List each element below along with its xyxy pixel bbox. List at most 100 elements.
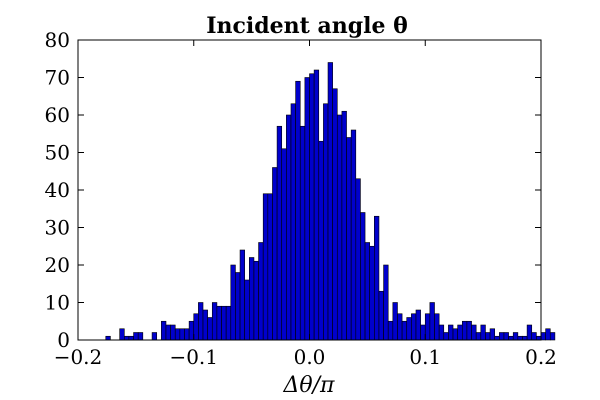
x-tick-label: 0.1: [409, 345, 441, 369]
histogram-bar: [253, 260, 259, 341]
histogram-bar: [207, 317, 213, 341]
histogram-bar: [392, 302, 398, 341]
y-tick-label: 70: [45, 66, 70, 90]
histogram-bar: [536, 335, 542, 341]
histogram-bar: [424, 313, 431, 341]
histogram-bar: [434, 313, 440, 341]
histogram-bar: [165, 324, 171, 341]
y-tick-label: 20: [45, 253, 70, 277]
histogram-bar: [387, 320, 394, 341]
y-tick-label: 30: [45, 216, 70, 240]
histogram-bar: [170, 324, 176, 341]
histogram-bar: [262, 193, 269, 341]
histogram-bar: [249, 257, 255, 341]
histogram-bar: [267, 193, 273, 341]
histogram-bar: [355, 178, 361, 341]
histogram-bar: [503, 332, 509, 341]
y-tick-label: 80: [45, 28, 70, 52]
histogram-bar: [105, 335, 111, 341]
histogram-bar: [221, 305, 227, 341]
histogram-bar: [198, 302, 204, 341]
histogram-bar: [276, 125, 283, 341]
y-tick-label: 50: [45, 141, 70, 165]
histogram-bar: [499, 332, 505, 341]
x-tick-label: −0.2: [54, 345, 103, 369]
histogram-bar: [401, 320, 408, 341]
x-tick-label: −0.1: [169, 345, 218, 369]
histogram-bar: [188, 320, 195, 341]
histogram-bar: [346, 137, 352, 341]
histogram-bar: [128, 335, 134, 341]
y-tick-label: 10: [45, 291, 70, 315]
histogram-bar: [411, 313, 417, 341]
histogram-bar: [508, 335, 514, 341]
histogram-bar: [531, 332, 537, 341]
histogram-bar: [133, 332, 139, 341]
histogram-bar: [151, 332, 158, 341]
chart-title: Incident angle θ: [206, 13, 408, 39]
histogram-bar: [313, 69, 320, 341]
histogram-bar: [318, 140, 324, 341]
histogram-bar: [244, 279, 250, 341]
histogram-bar: [540, 332, 546, 341]
histogram-bar: [184, 328, 190, 341]
histogram-bar: [360, 212, 366, 341]
histogram-bar: [420, 324, 426, 341]
histogram-bar: [545, 328, 551, 341]
histogram-bar: [489, 328, 496, 341]
histogram-bar: [202, 309, 208, 341]
histogram-bar: [336, 114, 343, 341]
histogram-bar: [471, 324, 477, 341]
histogram-bar: [364, 242, 370, 341]
histogram-bar: [239, 249, 245, 341]
histogram-bar: [230, 264, 236, 341]
histogram-bar: [415, 309, 421, 341]
x-tick-label: 0.2: [525, 345, 557, 369]
plot-frame: [77, 39, 542, 341]
histogram-bar: [304, 77, 310, 341]
histogram-bar: [406, 317, 412, 341]
histogram-bar: [429, 302, 435, 341]
y-tick-label: 0: [57, 328, 70, 352]
histogram-bar: [461, 320, 468, 341]
histogram-bar: [281, 148, 287, 341]
histogram-bar: [369, 245, 375, 341]
histogram-bar: [383, 264, 389, 341]
histogram-bar: [397, 313, 403, 341]
histogram-bar: [211, 302, 218, 341]
histogram-bar: [480, 324, 486, 341]
histogram-bar: [341, 110, 347, 341]
histogram-bar: [179, 328, 185, 341]
histogram-bar: [124, 335, 130, 341]
histogram-bar: [119, 328, 125, 341]
histogram-bar: [332, 88, 338, 341]
histogram-bar: [174, 328, 181, 341]
histogram-bar: [272, 167, 278, 341]
histogram-bar: [225, 305, 232, 341]
histogram-bar: [216, 305, 222, 341]
histogram-bar: [452, 328, 458, 341]
histogram-bar: [286, 114, 292, 341]
histogram-bar: [549, 332, 556, 341]
histogram-bar: [374, 215, 380, 341]
histogram-bar: [161, 320, 167, 341]
histogram-bar: [323, 103, 329, 341]
x-axis-ticks: −0.2 −0.1 0.0 0.1 0.2: [54, 40, 557, 369]
histogram-bar: [448, 324, 454, 341]
histogram-bar: [494, 335, 500, 341]
histogram-bar: [438, 324, 445, 341]
histogram-bar: [258, 242, 264, 341]
histogram-bar: [299, 125, 306, 341]
histogram-bar: [517, 335, 523, 341]
bars-group: [105, 62, 556, 341]
x-tick-label: 0.0: [294, 345, 326, 369]
histogram-bar: [193, 313, 199, 341]
histogram-bar: [475, 332, 482, 341]
histogram-bar: [522, 335, 528, 341]
histogram-bar: [378, 290, 384, 341]
histogram-bar: [512, 332, 519, 341]
y-tick-label: 40: [45, 178, 70, 202]
histogram-bar: [526, 324, 533, 341]
histogram-bar: [295, 80, 301, 341]
